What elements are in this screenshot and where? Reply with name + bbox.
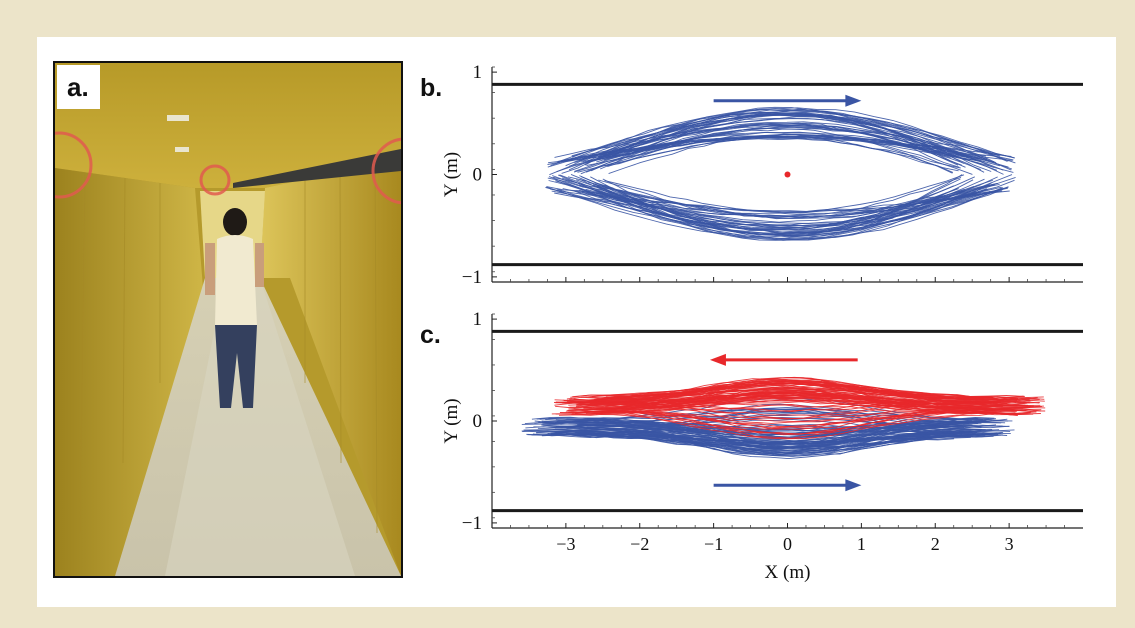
trajectory-line (555, 431, 1004, 456)
trajectory-line (566, 382, 1040, 404)
trajectory-line (578, 176, 1016, 223)
trajectory-line (522, 429, 978, 451)
trajectory-line (609, 408, 990, 436)
y-tick-label: 1 (473, 309, 483, 330)
trajectory-line (571, 114, 954, 158)
x-axis-label: X (m) (765, 562, 811, 583)
series-red (551, 376, 1046, 440)
trajectory-line (574, 182, 992, 241)
trajectory-line (604, 179, 993, 234)
trajectory-line (554, 387, 989, 402)
trajectory-line (602, 183, 1000, 218)
arrow-head (845, 479, 862, 492)
center-marker (784, 171, 791, 178)
x-tick-label: 3 (1005, 534, 1014, 554)
trajectory-line (568, 116, 992, 172)
x-tick-label: −3 (556, 534, 575, 554)
y-tick-label: −1 (462, 267, 482, 288)
y-tick-label: −1 (462, 513, 482, 534)
trajectory-line (552, 175, 975, 228)
trajectory-line (576, 396, 1026, 412)
trajectory-line (562, 399, 1002, 416)
trajectory-line (561, 113, 959, 174)
trajectory-line (583, 388, 1044, 408)
panel-a-label: a. (57, 65, 100, 109)
trajectory-line (555, 412, 1018, 440)
x-tick-label: −2 (630, 534, 649, 554)
trajectory-line (557, 425, 961, 454)
direction-arrow-left (709, 353, 858, 366)
trajectory-line (546, 186, 965, 235)
panel-b-label: b. (420, 74, 443, 102)
corridor-illustration (55, 63, 401, 576)
direction-arrow-right (713, 94, 862, 107)
trajectory-line (564, 136, 954, 173)
trajectory-line (599, 135, 987, 160)
arrow-head (709, 353, 726, 366)
trajectory-line (549, 107, 1008, 176)
x-tick-label: 1 (857, 534, 866, 554)
panel-c-label: c. (420, 321, 441, 349)
series-blue (545, 106, 1016, 241)
x-tick-label: 2 (931, 534, 940, 554)
trajectory-line (561, 400, 1026, 422)
y-tick-label: 0 (473, 165, 483, 186)
trajectory-line (555, 176, 998, 233)
trajectory-line (567, 176, 1002, 219)
trajectory-line (598, 114, 966, 168)
trajectory-line (531, 434, 1002, 454)
trajectory-line (588, 407, 1046, 430)
trajectory-line (570, 383, 993, 398)
trajectory-line (533, 425, 1003, 437)
trajectory-line (546, 426, 986, 450)
trajectory-line (577, 136, 968, 173)
chart-c: 1 0 −1 −3 −2 −1 0 1 2 3 Y (m) X (m) (441, 309, 1083, 583)
corridor-photo: a. (53, 61, 403, 578)
trajectory-line (556, 188, 988, 230)
arrow-head (845, 94, 862, 107)
y-tick-label: 0 (473, 411, 483, 432)
y-tick-label: 1 (473, 62, 483, 83)
trajectory-line (548, 138, 1013, 164)
chart-b: 1 0 −1 Y (m) (441, 62, 1083, 288)
trajectory-line (559, 174, 959, 237)
y-axis-label: Y (m) (441, 398, 462, 443)
y-axis-label: Y (m) (441, 152, 462, 197)
x-tick-label: −1 (704, 534, 723, 554)
direction-arrow-right (713, 479, 862, 492)
trajectory-line (568, 396, 996, 406)
trajectory-line (585, 124, 962, 173)
trajectory-line (600, 113, 966, 170)
trajectory-line (581, 185, 954, 231)
trajectory-line (586, 133, 1014, 173)
trajectory-line (566, 417, 983, 438)
x-tick-label: 0 (783, 534, 792, 554)
